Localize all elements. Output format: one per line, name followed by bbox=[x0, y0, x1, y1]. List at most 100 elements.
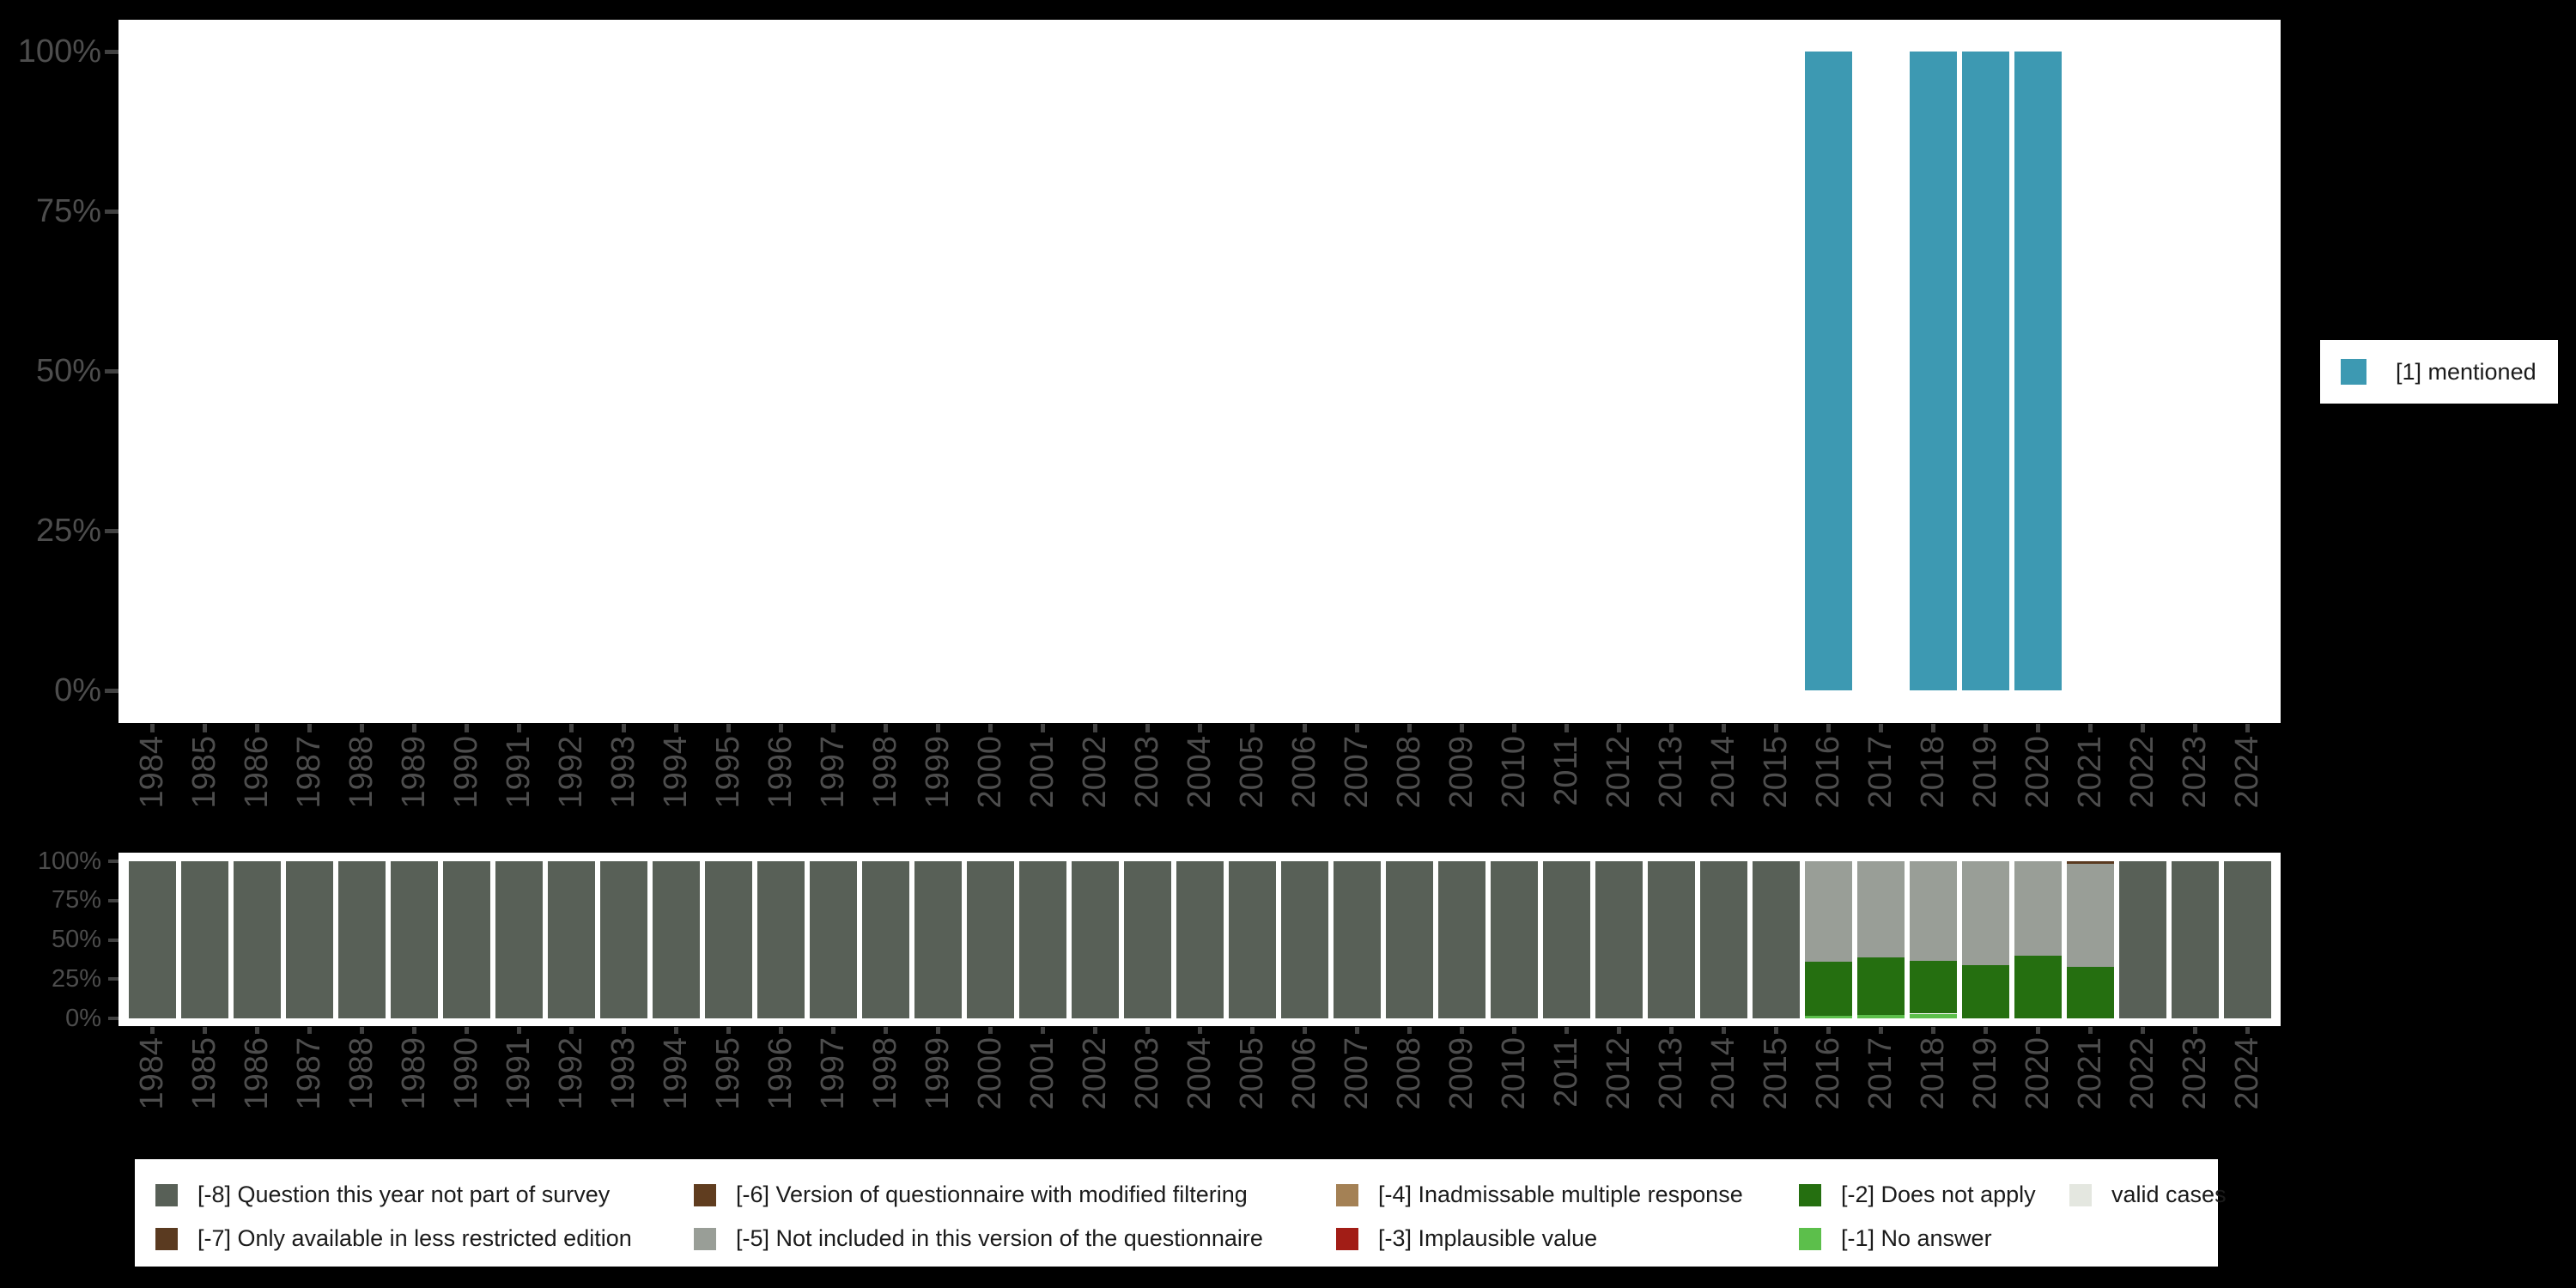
legend-item-label: [-5] Not included in this version of the… bbox=[736, 1225, 1263, 1251]
mentioned-bar-2020 bbox=[2014, 52, 2062, 690]
y-axis-tick-mark bbox=[108, 938, 118, 942]
missing-segment-2017 bbox=[1856, 861, 1905, 957]
x-axis-tick-mark bbox=[1354, 724, 1359, 732]
x-axis-tick-mark bbox=[1930, 724, 1935, 732]
missing-segment-1991 bbox=[495, 861, 543, 1018]
x-axis-tick-mark bbox=[1616, 1027, 1621, 1034]
x-axis-tick-mark bbox=[464, 724, 469, 732]
year-label: 2022 bbox=[2124, 1037, 2160, 1110]
year-label: 1999 bbox=[920, 736, 956, 809]
missing-segment-2021 bbox=[2066, 861, 2114, 864]
missing-segment-1998 bbox=[861, 861, 909, 1018]
legend-swatch bbox=[1799, 1183, 1821, 1206]
year-label: 1999 bbox=[920, 1037, 956, 1110]
x-axis-tick-mark bbox=[411, 724, 416, 732]
missing-segment-2020 bbox=[2014, 861, 2062, 956]
mentioned-legend-swatch bbox=[2341, 359, 2366, 385]
year-label: 2018 bbox=[1915, 736, 1951, 809]
y-axis-tick-label: 50% bbox=[35, 353, 101, 389]
x-axis-tick-mark bbox=[1459, 724, 1464, 732]
x-axis-tick-mark bbox=[883, 1027, 888, 1034]
missing-segment-2016 bbox=[1804, 961, 1852, 1017]
missing-segment-2010 bbox=[1490, 861, 1538, 1018]
mentioned-bar-2016 bbox=[1804, 52, 1852, 690]
year-label: 2016 bbox=[1810, 736, 1846, 809]
legend-item: [-8] Question this year not part of surv… bbox=[155, 1182, 610, 1208]
legend-item-label: [-2] Does not apply bbox=[1841, 1182, 2036, 1207]
x-axis-tick-mark bbox=[1773, 1027, 1778, 1034]
year-label: 1994 bbox=[658, 736, 694, 809]
legend-item: [-3] Implausible value bbox=[1336, 1225, 1597, 1252]
x-axis-tick-mark bbox=[1721, 1027, 1726, 1034]
x-axis-tick-mark bbox=[202, 1027, 207, 1034]
x-axis-tick-mark bbox=[1511, 724, 1516, 732]
year-label: 1992 bbox=[553, 736, 589, 809]
x-axis-tick-mark bbox=[2245, 1027, 2250, 1034]
legend-item-label: [-1] No answer bbox=[1841, 1225, 1992, 1251]
mentioned-legend: [1] mentioned bbox=[2320, 340, 2558, 404]
y-axis-tick-label: 100% bbox=[17, 33, 101, 70]
year-label: 1997 bbox=[815, 736, 851, 809]
x-axis-tick-mark bbox=[1406, 1027, 1412, 1034]
year-label: 1990 bbox=[448, 1037, 484, 1110]
y-axis-tick-mark bbox=[108, 1017, 118, 1020]
legend-item: [-2] Does not apply bbox=[1799, 1182, 2036, 1208]
x-axis-tick-mark bbox=[1145, 1027, 1150, 1034]
missing-segment-2017 bbox=[1856, 1015, 1905, 1018]
year-label: 2017 bbox=[1862, 1037, 1899, 1110]
missing-segment-2003 bbox=[1123, 861, 1171, 1018]
legend-item-label: [-4] Inadmissable multiple response bbox=[1378, 1182, 1743, 1207]
missing-segment-1993 bbox=[599, 861, 647, 1018]
year-label: 2015 bbox=[1758, 1037, 1794, 1110]
year-label: 2023 bbox=[2177, 1037, 2213, 1110]
x-axis-tick-mark bbox=[778, 1027, 783, 1034]
x-axis-tick-mark bbox=[726, 724, 731, 732]
year-label: 1985 bbox=[186, 736, 222, 809]
year-label: 2007 bbox=[1339, 1037, 1375, 1110]
x-axis-tick-mark bbox=[149, 724, 155, 732]
missing-segment-2017 bbox=[1856, 957, 1905, 1016]
x-axis-tick-mark bbox=[1930, 1027, 1935, 1034]
missing-codes-legend: [-8] Question this year not part of surv… bbox=[135, 1159, 2227, 1267]
year-label: 1987 bbox=[291, 1037, 327, 1110]
mentioned-bar-2019 bbox=[1961, 52, 2009, 690]
year-label: 2018 bbox=[1915, 1037, 1951, 1110]
x-axis-tick-mark bbox=[1878, 1027, 1883, 1034]
year-label: 1998 bbox=[867, 736, 903, 809]
legend-item-label: [-7] Only available in less restricted e… bbox=[197, 1225, 632, 1251]
x-axis-tick-mark bbox=[1040, 724, 1045, 732]
legend-item: [-4] Inadmissable multiple response bbox=[1336, 1182, 1743, 1208]
y-axis-tick-mark bbox=[108, 898, 118, 902]
year-label: 2009 bbox=[1443, 736, 1479, 809]
x-axis-tick-mark bbox=[516, 1027, 521, 1034]
year-label: 2020 bbox=[2020, 1037, 2056, 1110]
year-label: 2000 bbox=[972, 1037, 1008, 1110]
legend-item: [-5] Not included in this version of the… bbox=[694, 1225, 1263, 1252]
year-label: 1996 bbox=[762, 736, 799, 809]
x-axis-tick-mark bbox=[1092, 1027, 1097, 1034]
year-label: 2017 bbox=[1862, 736, 1899, 809]
y-axis-tick-mark bbox=[105, 688, 118, 693]
year-label: 1996 bbox=[762, 1037, 799, 1110]
x-axis-tick-mark bbox=[621, 724, 626, 732]
missing-segment-1990 bbox=[442, 861, 490, 1018]
year-label: 1995 bbox=[710, 736, 746, 809]
x-axis-tick-mark bbox=[1302, 1027, 1307, 1034]
year-label: 2000 bbox=[972, 736, 1008, 809]
x-axis-tick-mark bbox=[1145, 724, 1150, 732]
x-axis-tick-mark bbox=[1564, 1027, 1569, 1034]
x-axis-tick-mark bbox=[673, 724, 678, 732]
year-label: 2010 bbox=[1496, 736, 1532, 809]
missing-segment-2012 bbox=[1595, 861, 1643, 1018]
x-axis-tick-mark bbox=[359, 1027, 364, 1034]
legend-swatch bbox=[155, 1183, 178, 1206]
legend-swatch bbox=[1336, 1183, 1358, 1206]
x-axis-tick-mark bbox=[2245, 724, 2250, 732]
legend-swatch bbox=[694, 1183, 716, 1206]
missing-segment-2022 bbox=[2118, 861, 2166, 1018]
year-label: 1988 bbox=[343, 736, 380, 809]
year-label: 2011 bbox=[1548, 1037, 1584, 1108]
y-axis-tick-label: 50% bbox=[51, 926, 101, 953]
missing-segment-2009 bbox=[1437, 861, 1485, 1018]
x-axis-tick-mark bbox=[359, 724, 364, 732]
